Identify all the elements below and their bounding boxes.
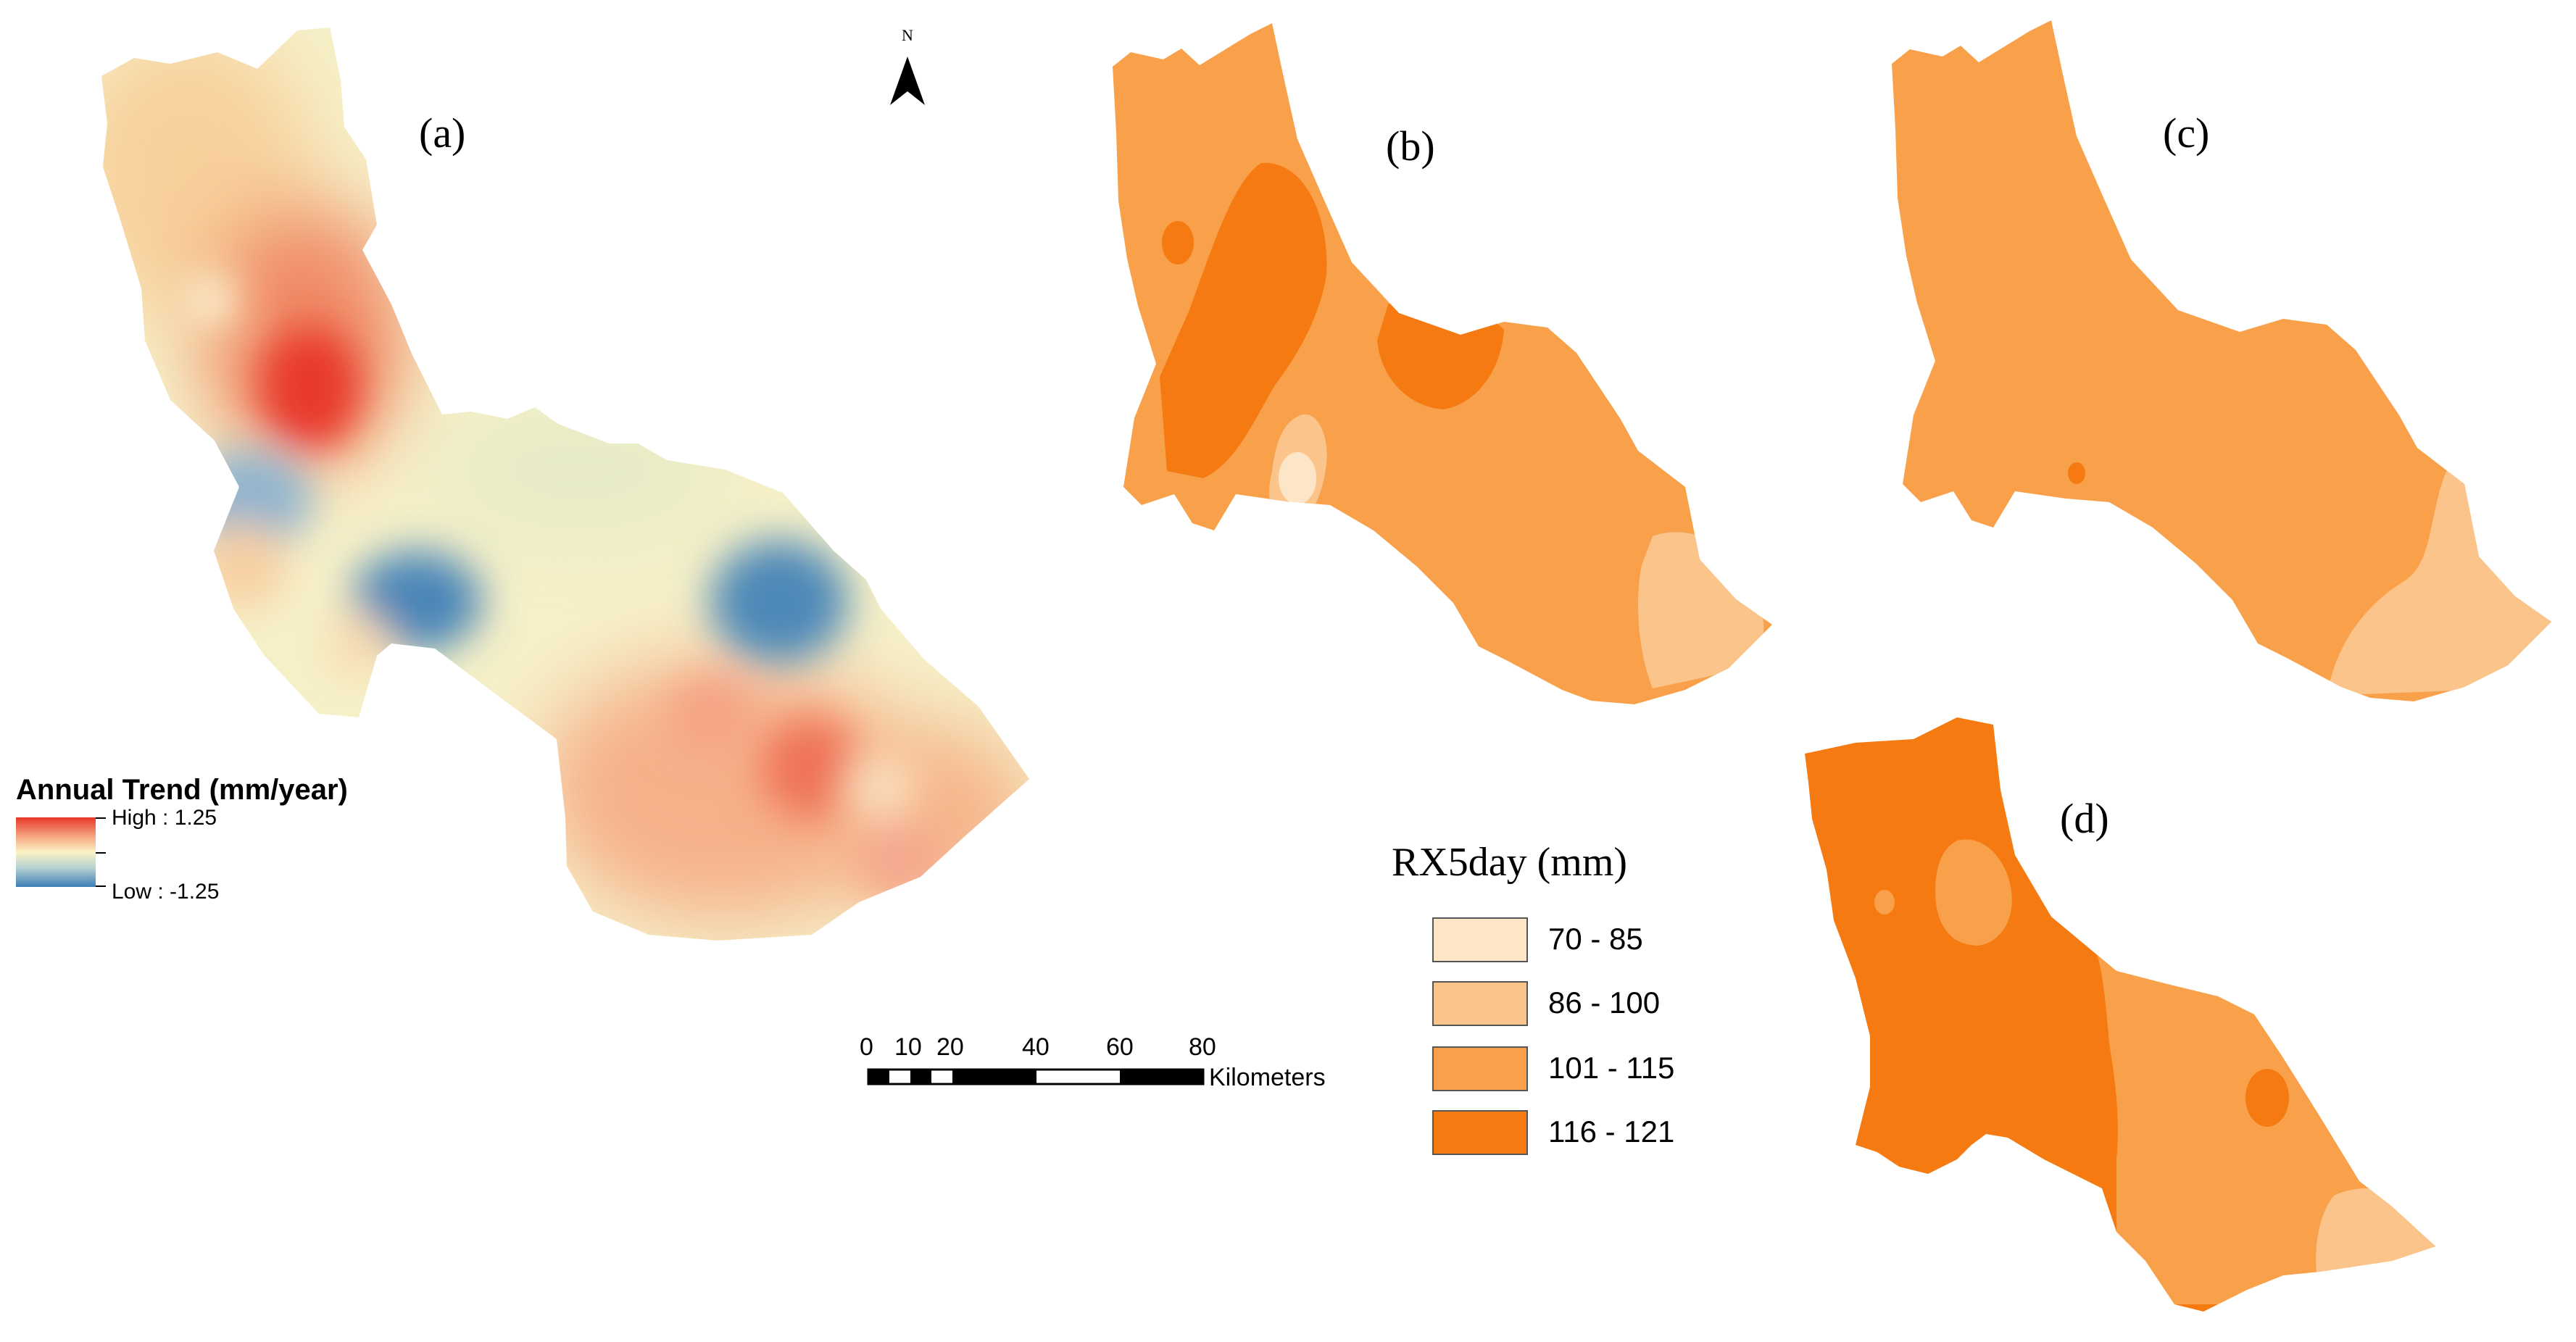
map-panel-b <box>1113 23 1772 704</box>
scale-tick-label: 40 <box>1022 1033 1050 1061</box>
rx5day-swatch <box>1432 1110 1528 1155</box>
scale-tick-label: 10 <box>894 1033 922 1061</box>
north-arrow-icon <box>890 57 925 105</box>
rx5day-class-label: 86 - 100 <box>1548 985 1661 1020</box>
map-panel-c <box>1892 20 2551 701</box>
trend-legend-title: Annual Trend (mm/year) <box>16 774 348 806</box>
rx-zone-86-100 <box>2316 1188 2435 1290</box>
panel-label-a: (a) <box>419 109 466 157</box>
trend-legend: Annual Trend (mm/year) High : 1.25 Low :… <box>16 774 348 904</box>
north-arrow-label: N <box>902 26 913 44</box>
rx5day-class-label: 70 - 85 <box>1548 922 1643 956</box>
rx5day-swatch <box>1432 981 1528 1026</box>
scale-tick-label: 80 <box>1189 1033 1216 1061</box>
trend-legend-low: Low : -1.25 <box>112 880 220 904</box>
panel-label-b: (b) <box>1386 122 1435 170</box>
rx-zone-101-115 <box>1874 890 1895 914</box>
ramp-tick-high <box>96 817 106 819</box>
ramp-tick-low <box>96 885 106 887</box>
trend-color-ramp <box>16 817 96 887</box>
rx-zone-70-85 <box>1279 452 1316 504</box>
rx5day-swatch <box>1432 1046 1528 1091</box>
scale-bar-graphic <box>867 1068 1205 1085</box>
rx5day-legend-title: RX5day (mm) <box>1392 840 1628 885</box>
rx5day-class-label: 101 - 115 <box>1548 1051 1675 1085</box>
rx5day-class-label: 116 - 121 <box>1548 1114 1675 1149</box>
scale-tick-label: 60 <box>1106 1033 1134 1061</box>
rx-zone-116-121 <box>1160 162 1327 478</box>
rx-zone-101-115 <box>1935 839 2012 946</box>
rx5day-swatch <box>1432 917 1528 962</box>
rx-zone-116-121 <box>2245 1069 2289 1127</box>
map-panel-d <box>1805 717 2435 1312</box>
scale-tick-label: 0 <box>860 1033 873 1061</box>
panel-label-c: (c) <box>2163 109 2210 157</box>
ramp-tick-mid <box>96 852 106 854</box>
trend-legend-high: High : 1.25 <box>112 806 217 830</box>
rx-zone-116-121 <box>1162 221 1194 264</box>
rx-zone-116-121 <box>2068 462 2085 484</box>
panel-label-d: (d) <box>2060 795 2109 842</box>
rx-zone-86-100 <box>1638 532 1764 688</box>
rx5day-legend: RX5day (mm) 70 - 85 86 - 100 101 - 115 1… <box>1392 839 1674 1155</box>
scale-unit-label: Kilometers <box>1209 1064 1326 1091</box>
scale-tick-label: 20 <box>936 1033 964 1061</box>
